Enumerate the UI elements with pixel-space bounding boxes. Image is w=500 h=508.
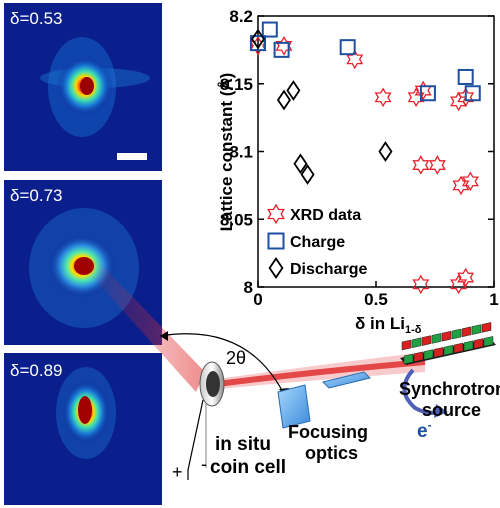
undulator-magnets — [400, 322, 496, 365]
legend-label: Discharge — [290, 261, 367, 278]
y-tick-label: 8.2 — [229, 7, 253, 26]
diamond-data-point — [286, 80, 301, 101]
y-axis-label: Lattice constant (Å) — [217, 73, 236, 232]
magnet-block — [483, 336, 494, 347]
detector-panel-3 — [4, 353, 162, 505]
scale-bar — [117, 153, 147, 160]
cell-label-2: coin cell — [210, 457, 286, 478]
y-tick-label: 8.05 — [220, 210, 253, 229]
square-data-point — [250, 35, 266, 52]
x-tick-label: 0.5 — [364, 290, 388, 309]
legend-marker-diamond — [268, 257, 284, 279]
star-data-point — [407, 87, 425, 108]
magnet-block — [481, 322, 492, 333]
star-data-point — [461, 171, 479, 192]
star-data-point — [452, 175, 470, 196]
y-tick-label: 8.1 — [229, 143, 253, 162]
legend: XRD data Charge Discharge — [267, 203, 367, 279]
star-data-point — [457, 267, 475, 288]
square-data-point — [464, 85, 481, 102]
legend-label: Charge — [290, 234, 345, 251]
magnet-block — [453, 342, 464, 354]
y-tick-label: 8 — [244, 278, 253, 297]
legend-marker-square — [267, 232, 285, 250]
star-data-point — [412, 274, 430, 295]
diamond-data-point — [276, 89, 291, 111]
minus-label: - — [201, 454, 207, 474]
plot-frame — [257, 15, 495, 288]
diffracted-beam — [90, 258, 205, 392]
two-theta-arc — [159, 333, 286, 397]
square-data-point — [261, 21, 278, 38]
diamond-data-point — [293, 153, 308, 175]
magnet-block — [451, 328, 462, 340]
plus-label: + — [172, 462, 183, 482]
electron-path — [402, 368, 441, 415]
star-data-point — [374, 87, 392, 108]
source-label-1: Synchrotron — [399, 379, 500, 399]
square-data-point — [273, 41, 290, 58]
magnet-block — [401, 339, 412, 351]
focusing-optics — [277, 371, 371, 429]
magnet-block — [441, 330, 452, 342]
x-axis-label: δ in Li1-δ — [355, 314, 422, 336]
detector-panel-1 — [4, 3, 162, 171]
star-data-point — [275, 36, 293, 56]
x-tick-label: 0 — [253, 290, 262, 309]
optics-label-1: Focusing — [288, 422, 368, 442]
magnet-block — [473, 338, 484, 349]
panel-label-2: δ=0.73 — [10, 186, 62, 205]
coin-cell — [187, 361, 225, 480]
square-data-point — [419, 85, 436, 102]
star-data-point — [412, 155, 430, 175]
diamond-data-point — [378, 141, 393, 162]
two-theta-label: 2θ — [226, 348, 246, 368]
source-label-2: source — [422, 400, 481, 420]
detector-panel-2 — [4, 180, 162, 345]
panel-label-3: δ=0.89 — [10, 361, 62, 380]
electron-label: e- — [417, 418, 432, 442]
legend-label: XRD data — [290, 207, 361, 224]
magnet-block — [431, 333, 442, 344]
diamond-data-point — [300, 164, 315, 185]
magnet-block — [443, 344, 454, 356]
cell-label-1: in situ — [215, 434, 271, 455]
magnet-block — [413, 351, 424, 363]
star-data-point — [450, 274, 468, 295]
lattice-chart: 8 8.05 8.1 8.15 8.2 0 0.5 1 XRD data Charge Disch… — [217, 7, 499, 336]
magnet-block — [423, 349, 434, 360]
magnet-block — [433, 347, 444, 358]
magnet-block — [403, 353, 414, 365]
magnet-block — [461, 326, 472, 338]
star-data-point — [457, 87, 475, 108]
incident-beam — [209, 359, 426, 388]
magnet-block — [421, 335, 432, 346]
square-data-point — [339, 39, 356, 56]
x-tick-label: 1 — [489, 290, 498, 309]
magnet-block — [471, 324, 482, 335]
diamond-data-point — [250, 28, 266, 50]
magnet-block — [411, 337, 422, 349]
panel-label-1: δ=0.53 — [10, 9, 62, 28]
star-data-point — [428, 155, 446, 175]
magnet-block — [463, 340, 474, 352]
square-data-point — [457, 68, 474, 85]
legend-marker-star — [267, 203, 285, 225]
y-tick-label: 8.15 — [220, 75, 253, 94]
optics-label-2: optics — [305, 443, 358, 463]
